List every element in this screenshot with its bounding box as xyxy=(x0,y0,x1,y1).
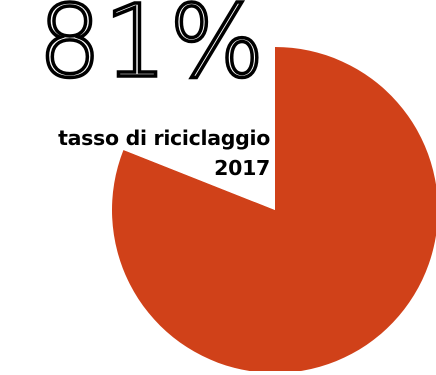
pie-slice-1 xyxy=(123,47,275,210)
headline-value: 81% xyxy=(36,0,267,100)
pie-slice-0 xyxy=(112,47,436,373)
chart-caption: tasso di riciclaggio 2017 xyxy=(10,123,270,183)
caption-line-2: 2017 xyxy=(214,156,270,180)
caption-line-1: tasso di riciclaggio xyxy=(58,126,270,150)
